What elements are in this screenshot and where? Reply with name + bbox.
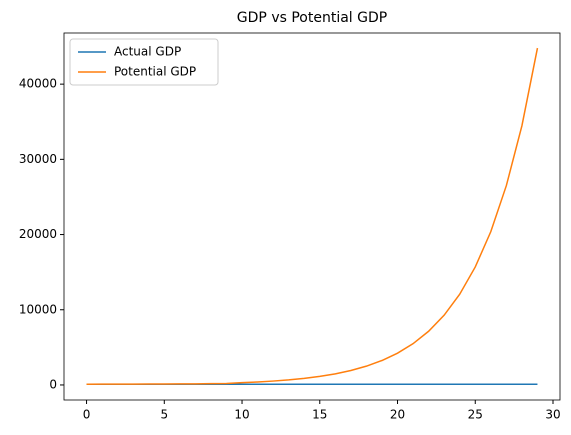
x-tick-label: 10 bbox=[234, 408, 249, 422]
chart-title: GDP vs Potential GDP bbox=[237, 10, 387, 26]
y-tick-label: 30000 bbox=[19, 152, 57, 166]
x-tick-label: 25 bbox=[468, 408, 483, 422]
x-tick-label: 0 bbox=[83, 408, 91, 422]
y-tick-label: 40000 bbox=[19, 77, 57, 91]
x-tick-label: 20 bbox=[390, 408, 405, 422]
legend-label: Actual GDP bbox=[114, 45, 181, 59]
y-tick-label: 10000 bbox=[19, 302, 57, 316]
legend-label: Potential GDP bbox=[114, 65, 196, 79]
line bbox=[86, 47, 539, 385]
x-tick-label: 30 bbox=[545, 408, 560, 422]
x-tick-label: 5 bbox=[160, 408, 168, 422]
plot-frame bbox=[63, 32, 561, 401]
x-tick-label: 15 bbox=[312, 408, 327, 422]
y-tick-label: 0 bbox=[49, 377, 57, 391]
legend-box bbox=[69, 38, 219, 86]
y-tick-label: 20000 bbox=[19, 227, 57, 241]
